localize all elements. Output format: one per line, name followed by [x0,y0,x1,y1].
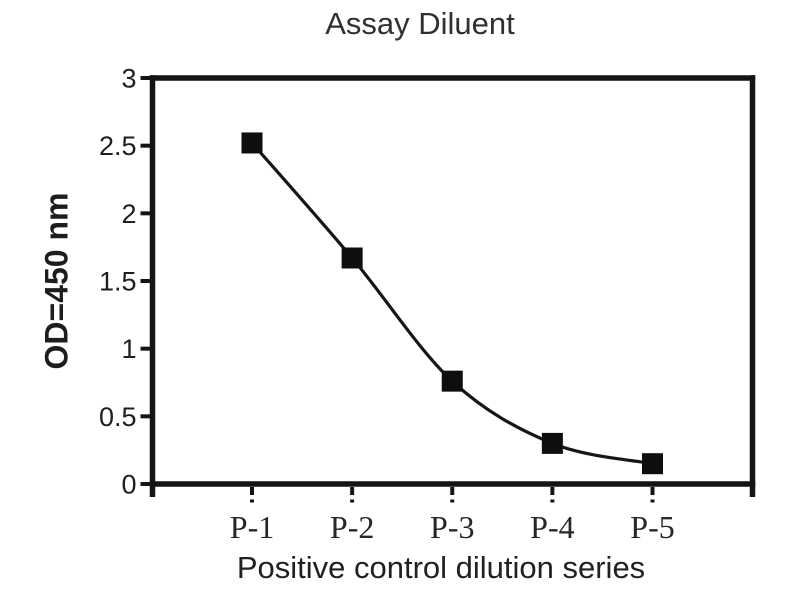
y-tick-label: 3 [121,64,136,94]
y-tick-label: 2 [121,199,136,229]
data-point-marker-P-5 [642,453,663,475]
y-tick-label: 2.5 [99,131,137,161]
y-tick-label: 0 [121,470,136,500]
chart-title: Assay Diluent [325,6,515,41]
data-point-marker-P-4 [541,432,563,454]
x-tick-label: P-2 [330,509,374,545]
y-tick-label: 1 [121,334,136,364]
x-tick-label: P-4 [530,509,574,545]
y-tick-label: 0.5 [99,402,137,432]
data-point-marker-P-1 [241,132,263,154]
x-tick-label: P-1 [230,509,274,545]
series-line [250,141,653,466]
x-tick-label: P-3 [430,509,474,545]
x-axis-label: Positive control dilution series [236,550,646,585]
data-point-marker-P-3 [441,370,463,392]
y-tick-label: 1.5 [99,267,137,297]
data-point-marker-P-2 [341,247,363,269]
x-tick-label: P-5 [630,509,674,545]
